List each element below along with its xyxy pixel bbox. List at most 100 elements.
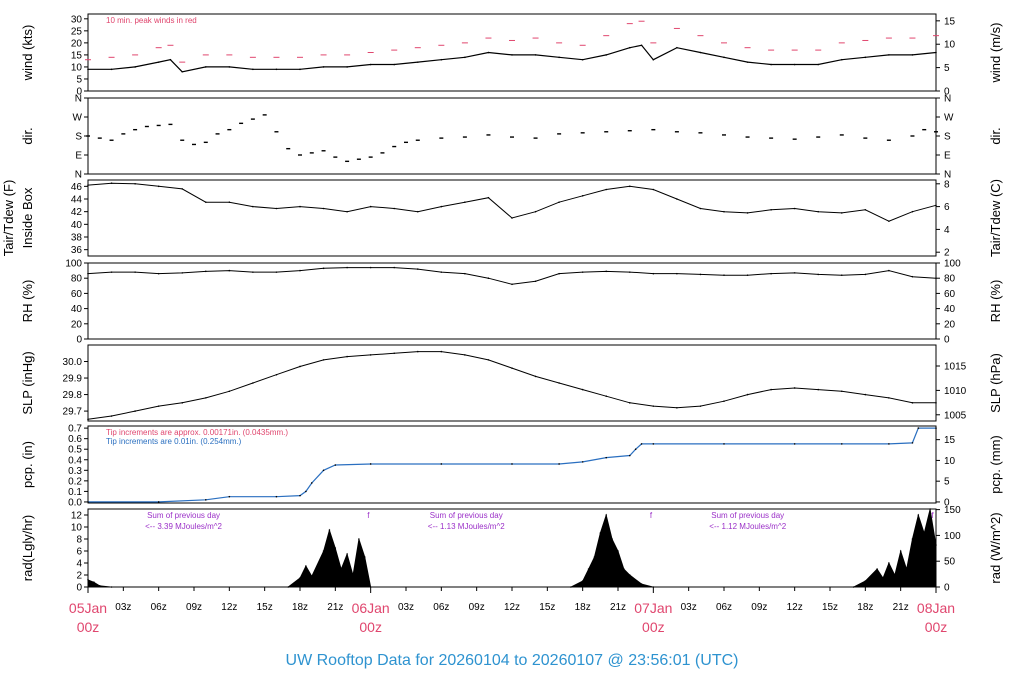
rad-point (340, 568, 343, 570)
x-day-label: 08Jan (917, 600, 955, 616)
wind-point (628, 46, 631, 49)
temp-series-line (87, 182, 937, 222)
slp-point (134, 410, 136, 412)
slp-right-axis-label: SLP (hPa) (988, 353, 1003, 413)
rh-left-tick-label: 20 (71, 319, 83, 330)
pcp-point (793, 443, 796, 445)
pcp-point (334, 464, 337, 466)
temp-point (346, 210, 348, 213)
rad-right-tick-label: 50 (944, 557, 956, 568)
x-hour-label: 21z (893, 602, 909, 613)
x-hour-label: 18z (575, 602, 591, 613)
temp-point (487, 196, 490, 199)
wind-point (640, 44, 643, 47)
rad-point (581, 580, 584, 582)
slp-point (110, 415, 113, 417)
wind-point (676, 46, 678, 49)
slp-point (605, 395, 608, 398)
rh-point (228, 269, 231, 272)
temp-point (228, 201, 231, 203)
pcp-point (888, 443, 890, 445)
x-day-label: 07Jan (634, 600, 672, 616)
dir-right-tick-label: E (944, 151, 951, 162)
rad-right-axis-label: rad (W/m^2) (988, 512, 1003, 583)
rad-point (623, 568, 625, 570)
pcp-point (511, 463, 513, 465)
slp-point (770, 388, 772, 391)
slp-panel-frame (87, 344, 937, 422)
wind-right-tick-label: 5 (944, 63, 950, 74)
dir-left-tick-label: W (73, 113, 83, 124)
pcp-left-tick-label: 0.0 (68, 497, 82, 508)
temp-point (87, 184, 89, 186)
temp-point (416, 210, 419, 213)
chart-title: UW Rooftop Data for 20260104 to 20260107… (286, 652, 739, 669)
rad-left-tick-label: 12 (71, 511, 83, 522)
rh-point (416, 268, 419, 270)
wind-point (322, 66, 325, 68)
wind-point (699, 51, 702, 54)
slp-point (157, 405, 160, 407)
temp-point (723, 210, 725, 213)
rad-point (110, 586, 113, 588)
rh-point (558, 272, 560, 275)
wind-panel-frame (87, 13, 937, 92)
rad-day-mark: f (367, 511, 370, 520)
temp-point (628, 185, 631, 188)
rh-left-tick-label: 80 (71, 274, 83, 285)
pcp-left-tick-label: 0.1 (68, 487, 82, 498)
wind-left-tick-label: 20 (71, 38, 83, 49)
slp-left-tick-label: 29.8 (63, 390, 83, 401)
rad-point (917, 514, 920, 516)
temp-point (464, 201, 466, 203)
pcp-right-tick-label: 10 (944, 456, 956, 467)
wind-right-axis-label: wind (m/s) (988, 23, 1003, 84)
rh-point (487, 277, 490, 280)
rh-point (605, 270, 608, 273)
temp-point (275, 207, 278, 210)
wind-point (911, 54, 914, 56)
slp-point (723, 400, 725, 402)
rh-left-tick-label: 100 (65, 259, 82, 270)
pcp-right-axis-label: pcp. (mm) (988, 435, 1003, 494)
x-hour-label: 06z (716, 602, 732, 613)
rad-sum-line2: <-- 1.13 MJoules/m^2 (428, 522, 505, 531)
x-day-label-time: 00z (642, 619, 665, 635)
wind-point (652, 58, 655, 61)
wind-series-line (88, 44, 937, 73)
dir-right-tick-label: N (944, 94, 951, 105)
rad-point (352, 574, 354, 576)
rad-left-axis-label: rad(Lgly/hr) (20, 515, 35, 581)
slp-point (87, 418, 89, 421)
wind-point (87, 68, 89, 71)
temp-right-tick-label: 6 (944, 202, 950, 213)
temp-left-axis-label-1: Tair/Tdew (F) (1, 180, 16, 257)
slp-point (416, 350, 419, 353)
temp-point (605, 188, 608, 191)
x-hour-label: 18z (292, 602, 308, 613)
temp-point (840, 212, 843, 214)
x-day-label-time: 00z (77, 619, 100, 635)
rh-series-line (87, 267, 937, 285)
pcp-note-approx: Tip increments are approx. 0.00171in. (0… (106, 428, 288, 437)
x-hour-label: 03z (398, 602, 414, 613)
temp-right-tick-label: 8 (944, 179, 950, 190)
temp-point (746, 212, 749, 214)
rad-point (363, 556, 366, 558)
slp-point (558, 382, 560, 384)
rh-point (911, 275, 914, 278)
rh-point (888, 269, 890, 272)
wind-point (770, 63, 772, 66)
pcp-point (369, 463, 372, 465)
slp-point (817, 388, 820, 391)
rad-point (93, 581, 95, 583)
rad-point (299, 577, 301, 579)
x-hour-label: 03z (115, 602, 131, 613)
rad-point (611, 538, 613, 540)
dir-right-axis-label: dir. (988, 127, 1003, 144)
wind-left-tick-label: 0 (76, 87, 82, 98)
temp-point (440, 205, 443, 208)
